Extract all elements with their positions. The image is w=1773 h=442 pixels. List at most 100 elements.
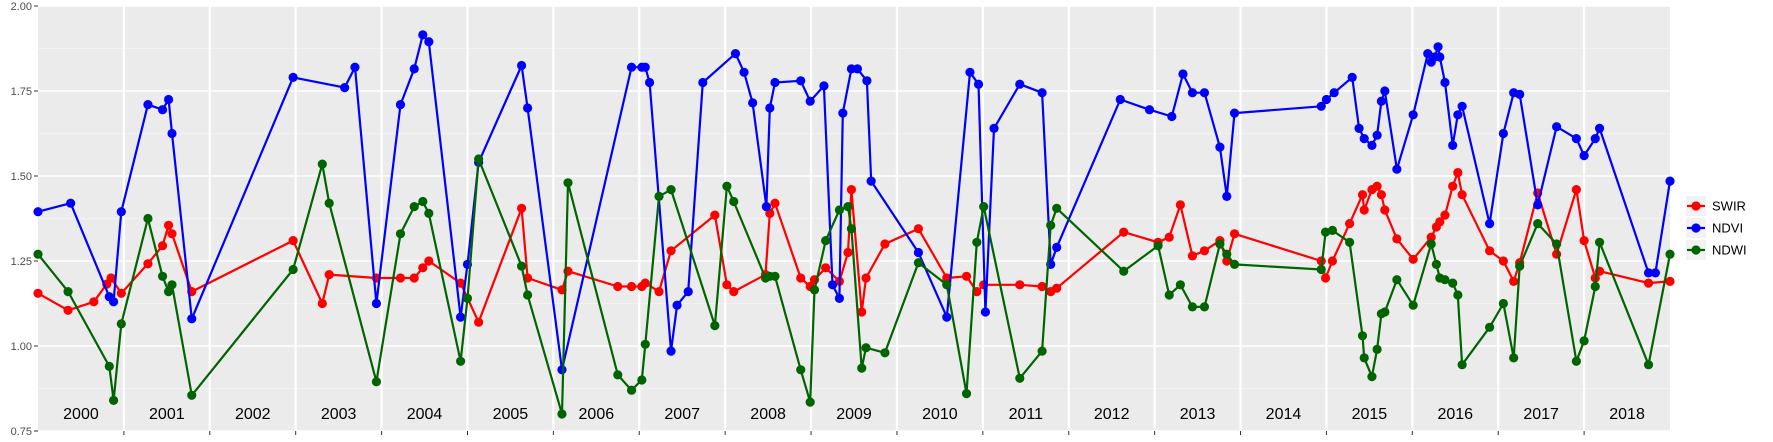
data-point xyxy=(1509,353,1519,363)
data-point xyxy=(1320,273,1331,283)
data-point xyxy=(1435,217,1445,227)
data-point xyxy=(424,208,434,218)
legend-key-point xyxy=(1691,245,1701,255)
data-point xyxy=(63,305,73,315)
data-point xyxy=(1457,101,1467,111)
data-point xyxy=(1357,331,1368,341)
data-point xyxy=(843,247,853,258)
data-point xyxy=(1533,219,1543,229)
data-point xyxy=(143,213,153,224)
data-point xyxy=(683,287,693,297)
data-point xyxy=(1015,79,1025,89)
data-point xyxy=(1222,191,1232,201)
legend-label: NDVI xyxy=(1712,221,1743,236)
data-point xyxy=(116,319,126,329)
data-point xyxy=(761,202,771,212)
data-point xyxy=(288,236,298,246)
data-point xyxy=(1320,227,1331,237)
data-point xyxy=(666,346,676,356)
data-point xyxy=(516,261,527,271)
data-point xyxy=(1457,360,1467,370)
data-point xyxy=(739,67,749,77)
data-point xyxy=(1327,225,1338,235)
data-point xyxy=(1498,298,1508,309)
legend-key-point xyxy=(1691,201,1701,211)
data-point xyxy=(1650,268,1660,278)
year-label: 2012 xyxy=(1094,406,1130,423)
data-point xyxy=(722,280,732,290)
data-point xyxy=(1327,256,1338,266)
data-point xyxy=(1453,168,1463,178)
data-point xyxy=(1037,88,1047,98)
data-point xyxy=(1046,220,1056,230)
data-point xyxy=(418,263,428,273)
data-point xyxy=(1153,241,1163,251)
data-point xyxy=(626,281,637,292)
data-point xyxy=(805,96,815,106)
data-point xyxy=(1367,140,1377,150)
series-ndwi xyxy=(33,154,1675,419)
data-point xyxy=(324,198,334,208)
data-point xyxy=(821,236,831,246)
series-swir xyxy=(33,168,1675,327)
data-point xyxy=(979,202,989,212)
year-label: 2004 xyxy=(407,406,443,423)
data-point xyxy=(861,343,871,353)
data-point xyxy=(409,273,419,283)
data-point xyxy=(827,280,838,290)
data-point xyxy=(796,273,806,283)
data-point xyxy=(722,181,732,191)
data-point xyxy=(1579,336,1589,346)
data-point xyxy=(1453,110,1463,120)
data-point xyxy=(989,123,999,133)
data-point xyxy=(862,76,872,86)
data-point xyxy=(1392,234,1402,244)
data-point xyxy=(1376,190,1386,200)
data-point xyxy=(1552,239,1562,249)
data-point xyxy=(866,176,876,186)
data-point xyxy=(1643,278,1654,288)
data-point xyxy=(710,210,720,220)
data-point xyxy=(474,317,484,327)
data-point xyxy=(654,287,664,297)
data-point xyxy=(913,258,924,268)
series-layer xyxy=(33,30,1675,419)
data-point xyxy=(626,385,637,395)
year-label: 2010 xyxy=(922,406,958,423)
year-label: 2001 xyxy=(149,406,185,423)
year-label: 2006 xyxy=(579,406,615,423)
data-point xyxy=(729,287,739,297)
year-label: 2018 xyxy=(1609,406,1645,423)
data-point xyxy=(371,377,382,387)
legend-key-point xyxy=(1691,223,1701,233)
data-point xyxy=(834,205,844,215)
data-point xyxy=(1643,360,1654,370)
data-point xyxy=(796,365,806,375)
data-point xyxy=(1380,86,1390,96)
data-point xyxy=(557,365,567,375)
data-point xyxy=(1376,96,1386,106)
y-tick-label: 1.75 xyxy=(11,86,32,98)
year-label: 2008 xyxy=(750,406,786,423)
data-point xyxy=(1408,300,1418,310)
year-label: 2007 xyxy=(664,406,700,423)
data-point xyxy=(288,72,298,82)
data-point xyxy=(637,375,647,385)
data-point xyxy=(1665,176,1675,186)
data-point xyxy=(33,288,43,298)
data-point xyxy=(163,220,174,230)
data-point xyxy=(613,281,623,292)
data-point xyxy=(1433,42,1443,52)
year-label: 2000 xyxy=(63,406,99,423)
data-point xyxy=(1164,232,1174,242)
data-point xyxy=(1215,239,1225,249)
data-point xyxy=(1199,246,1210,256)
data-point xyxy=(1590,134,1600,144)
data-point xyxy=(409,202,419,212)
data-point xyxy=(104,361,114,371)
data-point xyxy=(770,77,780,88)
data-point xyxy=(640,339,650,349)
data-point xyxy=(395,229,406,239)
data-point xyxy=(834,293,844,303)
data-point xyxy=(843,202,853,212)
